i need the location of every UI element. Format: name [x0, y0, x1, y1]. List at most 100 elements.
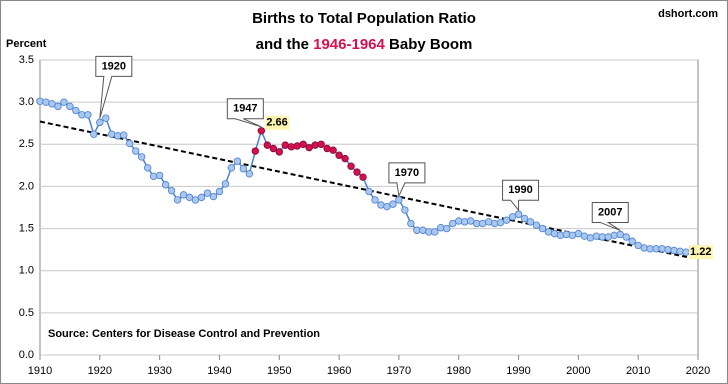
value-label-bg [265, 115, 290, 130]
x-tick-label: 1920 [88, 365, 112, 377]
highlight-point [281, 141, 289, 149]
subtitle-start: and the [256, 36, 309, 53]
callout: 1920 [95, 55, 133, 119]
highlight-point [263, 141, 272, 149]
data-point [66, 102, 74, 111]
data-point [419, 226, 427, 234]
x-tick-label: 1960 [327, 365, 351, 377]
data-point [167, 186, 176, 195]
highlight-point [299, 140, 307, 148]
data-point [245, 170, 254, 178]
data-point [161, 181, 170, 189]
callout-box [388, 162, 426, 198]
data-point [532, 221, 541, 229]
highlight-point [317, 140, 325, 148]
y-tick-label: 2.0 [19, 180, 34, 192]
x-tick-label: 2020 [686, 365, 710, 377]
data-point [389, 200, 397, 208]
value-label: 2.66 [266, 117, 287, 129]
y-tick-label: 2.5 [19, 138, 34, 150]
data-point [640, 244, 648, 252]
data-point [401, 206, 409, 214]
data-point [72, 106, 80, 115]
data-point [514, 210, 523, 218]
data-point [658, 245, 666, 253]
data-point [102, 114, 110, 122]
data-point [36, 97, 44, 105]
data-point [149, 172, 158, 181]
data-point [96, 118, 104, 127]
callout: 2007 [591, 201, 629, 231]
data-point [586, 234, 595, 242]
callout-label: 1970 [395, 167, 419, 179]
data-point [197, 193, 206, 202]
data-point [455, 217, 463, 225]
data-point [556, 231, 565, 240]
subtitle-highlight: 1946-1964 [313, 36, 385, 53]
x-tick-label: 1910 [28, 365, 52, 377]
data-point [407, 219, 415, 228]
callout-box [95, 55, 133, 119]
highlight-point [335, 151, 343, 159]
data-point [431, 228, 439, 236]
y-tick-label: 0.0 [19, 349, 34, 361]
data-point [239, 165, 248, 173]
callout-label: 1920 [102, 60, 126, 72]
data-point [221, 180, 230, 188]
data-point [173, 196, 182, 204]
data-point [502, 216, 511, 224]
watermark: dshort.com [658, 8, 718, 20]
callout: 1990 [502, 179, 540, 212]
data-point [215, 187, 224, 196]
highlight-point [275, 148, 283, 156]
callout-box [502, 179, 540, 212]
data-point [437, 224, 445, 232]
data-point [395, 196, 403, 204]
subtitle-end: Baby Boom [389, 36, 472, 53]
y-tick-label: 1.5 [19, 222, 34, 234]
y-tick-label: 3.5 [19, 54, 34, 66]
y-axis-label: Percent [6, 38, 47, 50]
highlight-point [257, 127, 266, 135]
callout-label: 1990 [508, 184, 532, 196]
callout-label: 1947 [233, 103, 257, 115]
y-tick-label: 0.5 [19, 307, 34, 319]
x-tick-label: 1950 [267, 365, 291, 377]
data-point [610, 231, 618, 240]
data-point [664, 245, 672, 254]
data-point [60, 98, 68, 106]
highlight-point [359, 173, 367, 181]
data-point [227, 164, 236, 172]
x-tick-label: 1940 [207, 365, 231, 377]
data-point [233, 157, 242, 165]
callout: 1970 [388, 162, 426, 198]
data-point [377, 201, 385, 209]
data-point [592, 232, 601, 240]
highlight-point [293, 142, 301, 150]
value-label-group: 1.22 [689, 245, 714, 260]
data-point [371, 196, 379, 204]
data-point [114, 132, 122, 140]
data-point [526, 218, 535, 226]
data-point [209, 192, 218, 201]
callout-box [591, 201, 629, 231]
chart-subtitle: and the 1946-1964 Baby Boom [256, 36, 473, 53]
data-point [54, 102, 62, 111]
data-point [461, 218, 469, 226]
data-point [90, 130, 98, 138]
data-point [137, 153, 146, 161]
x-tick-label: 2010 [626, 365, 650, 377]
data-point [443, 224, 451, 233]
data-point [628, 237, 636, 245]
highlight-point [323, 144, 331, 153]
data-point [550, 229, 559, 238]
value-label-bg [689, 245, 714, 260]
x-tick-label: 2000 [566, 365, 590, 377]
data-point [544, 228, 553, 236]
data-point [203, 189, 212, 197]
highlight-point [251, 147, 260, 155]
data-point [132, 147, 140, 155]
data-point [676, 247, 684, 256]
callout-box [226, 98, 264, 128]
